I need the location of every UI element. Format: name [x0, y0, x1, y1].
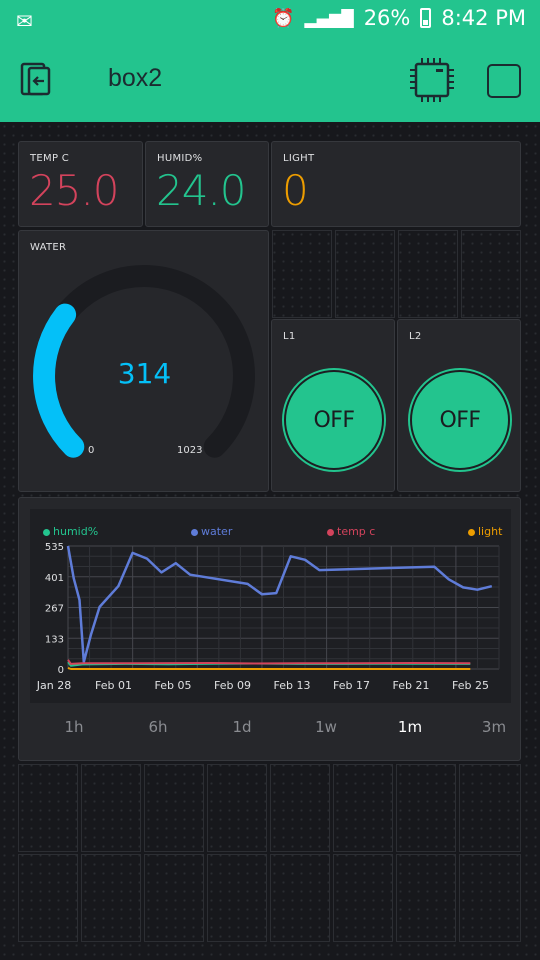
- humid-value: 24.0: [156, 166, 247, 215]
- legend-water: water: [191, 525, 232, 538]
- l1-label: L1: [283, 331, 296, 342]
- legend-humid: humid%: [43, 525, 98, 538]
- legend-light-label: light: [478, 525, 503, 538]
- empty-slot: [144, 764, 204, 852]
- temp-label: TEMP C: [30, 153, 70, 164]
- x-tick-label: Jan 28: [36, 679, 71, 692]
- empty-slot: [81, 764, 141, 852]
- status-bar: ✉ ⏰ ▂▄▆█ 26% 8:42 PM: [0, 0, 540, 40]
- empty-slot: [398, 230, 458, 318]
- battery-percent: 26%: [363, 6, 411, 30]
- chart-plot: 535 401 267 133 0 Jan 28 Feb 01 Feb 05 Feb 09 Feb…: [36, 542, 500, 692]
- empty-slot: [396, 854, 456, 942]
- l2-toggle-button[interactable]: OFF: [410, 370, 510, 470]
- app-bar: box2: [0, 40, 540, 122]
- battery-icon: [420, 8, 432, 28]
- y-tick-label: 0: [58, 665, 64, 676]
- l2-button-widget: L2 OFF: [397, 319, 521, 492]
- y-tick-label: 535: [45, 542, 64, 553]
- gauge-value: 314: [117, 357, 172, 390]
- light-value-display[interactable]: LIGHT 0: [271, 141, 521, 227]
- light-value: 0: [282, 166, 309, 215]
- period-6h[interactable]: 6h: [148, 718, 168, 736]
- mail-icon: ✉: [16, 9, 33, 33]
- period-1d[interactable]: 1d: [232, 718, 252, 736]
- legend-water-label: water: [201, 525, 233, 538]
- l1-toggle-button[interactable]: OFF: [284, 370, 384, 470]
- clock: 8:42 PM: [441, 6, 526, 30]
- empty-slot: [144, 854, 204, 942]
- empty-slot: [335, 230, 395, 318]
- x-tick-label: Feb 21: [393, 679, 430, 692]
- legend-temp: temp c: [327, 525, 375, 538]
- graph-area[interactable]: humid% water temp c light 535 401 267 133 0 J…: [30, 509, 511, 703]
- empty-slot: [270, 854, 330, 942]
- empty-slot: [272, 230, 332, 318]
- x-tick-label: Feb 17: [333, 679, 370, 692]
- empty-slot: [396, 764, 456, 852]
- alarm-icon: ⏰: [272, 7, 295, 29]
- water-label: WATER: [30, 242, 67, 253]
- legend-temp-label: temp c: [337, 525, 376, 538]
- gauge-max-label: 1023: [177, 445, 203, 456]
- temp-value: 25.0: [29, 166, 120, 215]
- period-1m[interactable]: 1m: [397, 718, 423, 736]
- light-label: LIGHT: [283, 153, 315, 164]
- project-title: box2: [108, 64, 163, 92]
- signal-icon: ▂▄▆█: [304, 8, 354, 28]
- y-tick-label: 401: [45, 573, 64, 584]
- empty-slot: [333, 854, 393, 942]
- empty-slot: [333, 764, 393, 852]
- period-1w[interactable]: 1w: [315, 718, 337, 736]
- widget-canvas: TEMP C 25.0 HUMID% 24.0 LIGHT 0 WATER 31…: [0, 122, 540, 960]
- y-tick-label: 267: [45, 604, 64, 615]
- series-line-water: [66, 545, 493, 664]
- exit-project-icon[interactable]: [18, 62, 54, 98]
- empty-slot: [18, 764, 78, 852]
- humid-value-display[interactable]: HUMID% 24.0: [145, 141, 269, 227]
- y-tick-label: 133: [45, 634, 64, 645]
- x-tick-label: Feb 09: [214, 679, 251, 692]
- gauge-min-label: 0: [88, 445, 95, 456]
- empty-slot: [18, 854, 78, 942]
- series-line-light: [67, 666, 471, 670]
- legend-light: light: [468, 525, 502, 538]
- x-tick-label: Feb 01: [95, 679, 132, 692]
- period-selector: 1h 6h 1d 1w 1m 3m: [49, 718, 519, 736]
- empty-slot: [459, 854, 521, 942]
- legend-humid-label: humid%: [53, 525, 99, 538]
- empty-slot: [461, 230, 521, 318]
- temp-value-display[interactable]: TEMP C 25.0: [18, 141, 143, 227]
- history-graph: humid% water temp c light 535 401 267 133 0 J…: [18, 497, 521, 761]
- empty-slot: [81, 854, 141, 942]
- empty-slot: [270, 764, 330, 852]
- period-1h[interactable]: 1h: [64, 718, 84, 736]
- empty-slot: [459, 764, 521, 852]
- l1-button-widget: L1 OFF: [271, 319, 395, 492]
- empty-slot: [207, 854, 267, 942]
- x-tick-label: Feb 13: [274, 679, 311, 692]
- water-gauge[interactable]: WATER 314 0 1023: [18, 230, 269, 492]
- period-3m[interactable]: 3m: [481, 718, 507, 736]
- device-chip-icon[interactable]: [408, 56, 456, 104]
- l2-label: L2: [409, 331, 422, 342]
- x-tick-label: Feb 05: [155, 679, 192, 692]
- empty-slot: [207, 764, 267, 852]
- gauge-dial: [33, 265, 255, 458]
- humid-label: HUMID%: [157, 153, 203, 164]
- stop-project-button[interactable]: [487, 64, 521, 98]
- x-tick-label: Feb 25: [452, 679, 489, 692]
- series-line-tempc: [67, 659, 471, 665]
